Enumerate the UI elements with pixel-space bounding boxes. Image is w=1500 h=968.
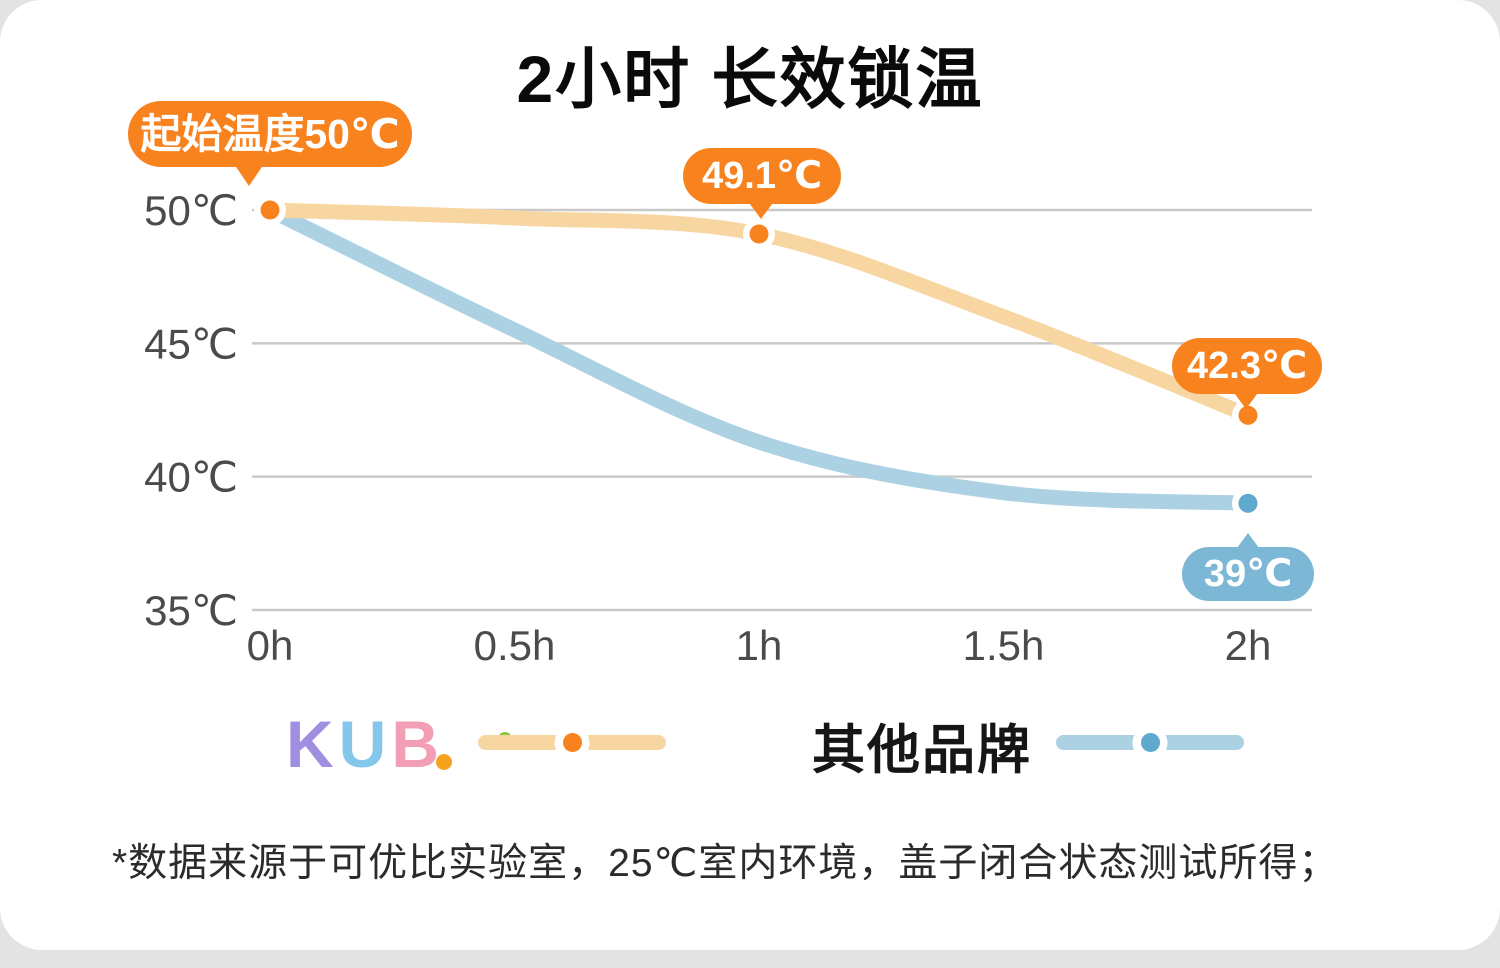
y-tick-label: 50℃ (144, 187, 238, 234)
x-tick-label: 1h (736, 622, 783, 669)
kub-logo-letter-b: B (391, 707, 445, 781)
marker-dot-其他品牌 (1238, 493, 1258, 513)
marker-dot-KUB (260, 200, 280, 220)
kub-logo-letter-u: U (338, 707, 392, 781)
kub-1h-value-badge: 49.1℃ (683, 148, 841, 219)
kub-2h-value-badge: 42.3℃ (1172, 338, 1322, 409)
kub-brand-logo: KUB (286, 706, 512, 782)
legend-line-kub (478, 725, 666, 760)
legend-line-other-brand (1056, 725, 1244, 760)
x-tick-label: 1.5h (963, 622, 1045, 669)
legend-marker-kub (554, 725, 590, 760)
series-line-其他品牌 (262, 202, 1256, 511)
legend-label-other-brand: 其他品牌 (812, 721, 1032, 780)
other-2h-value-badge: 39℃ (1182, 533, 1314, 601)
chart-title: 2小时 长效锁温 (516, 42, 984, 116)
marker-dot-KUB (1238, 405, 1258, 425)
y-tick-label: 40℃ (144, 454, 238, 501)
kub-logo-letter-k: K (286, 707, 339, 781)
x-tick-label: 2h (1225, 622, 1272, 669)
x-tick-label: 0.5h (474, 622, 556, 669)
marker-dot-KUB (749, 224, 769, 244)
data-source-footnote: *数据来源于可优比实验室，25℃室内环境，盖子闭合状态测试所得； (112, 842, 1339, 885)
chart-legend: KUB 其他品牌 (0, 702, 1500, 794)
y-tick-label: 45℃ (144, 320, 238, 367)
x-tick-label: 0h (247, 622, 294, 669)
y-tick-label: 35℃ (144, 587, 238, 634)
legend-marker-other-brand (1132, 725, 1168, 760)
kub-logo-orange-dot (436, 754, 452, 770)
start-temperature-badge: 起始温度50℃ (128, 101, 412, 186)
